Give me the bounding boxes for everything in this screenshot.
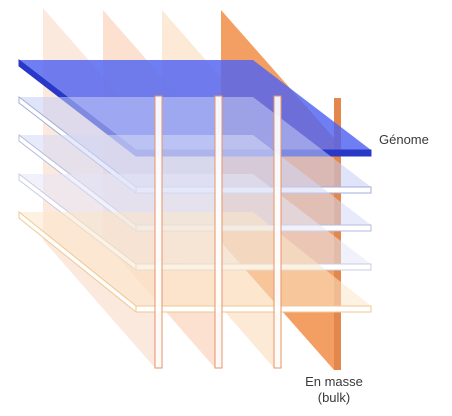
bulk-label-line1: En masse: [305, 374, 363, 389]
horizontal-plane-5: [18, 210, 372, 314]
horizontal-planes: [18, 58, 372, 314]
genome-label: Génome: [379, 132, 429, 147]
vertical-posts: [154, 95, 282, 369]
post-2: [214, 95, 223, 369]
post-1: [154, 95, 163, 369]
post-3: [273, 95, 282, 369]
bulk-label-line2: (bulk): [317, 390, 351, 405]
bulk-label: En masse (bulk): [292, 374, 376, 406]
